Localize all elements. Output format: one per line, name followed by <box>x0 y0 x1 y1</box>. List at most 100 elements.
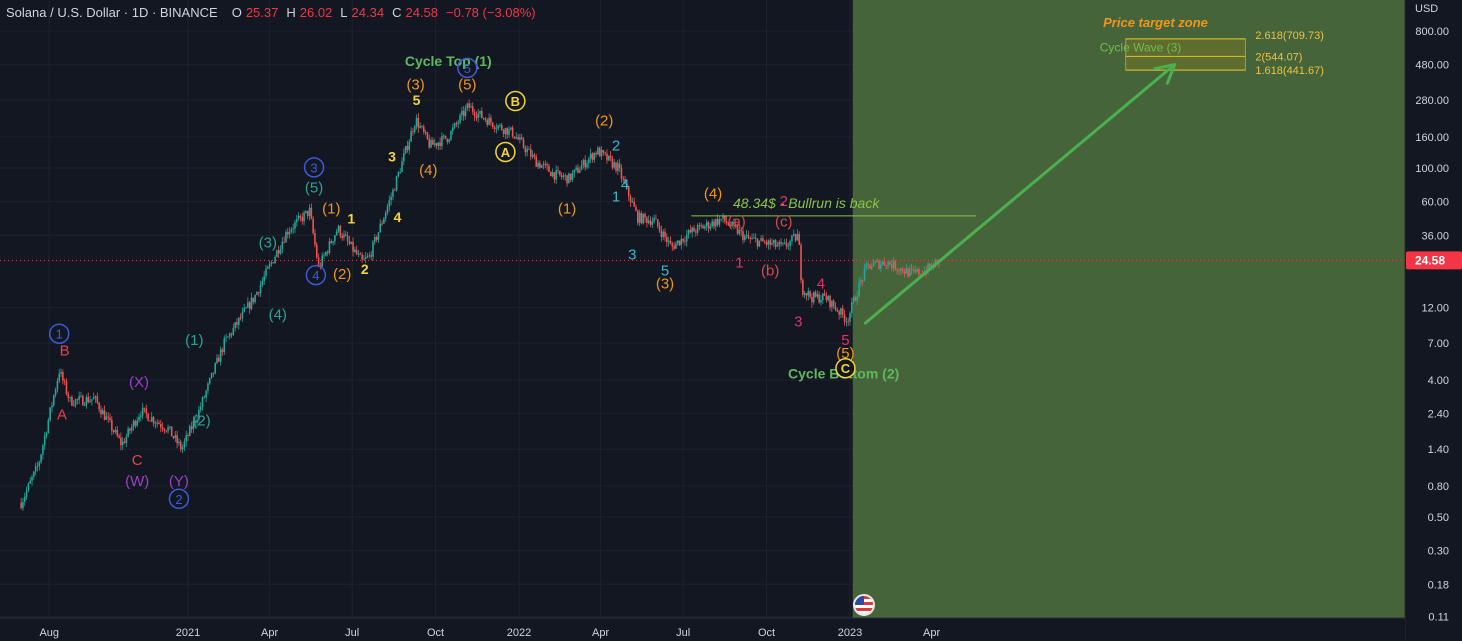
candle-body <box>286 232 289 235</box>
candle-body <box>276 250 278 257</box>
candle-body <box>852 297 855 303</box>
candle-body <box>720 218 723 220</box>
candle-body <box>103 410 106 420</box>
candle-body <box>704 226 706 229</box>
candle-body <box>780 242 782 244</box>
candle-body <box>508 129 510 135</box>
candle-body <box>860 280 862 283</box>
wave-circle <box>457 57 478 79</box>
symbol-title[interactable]: Solana / U.S. Dollar · 1D · BINANCE <box>6 5 218 20</box>
candle-body <box>896 269 898 271</box>
wave-label: 2 <box>175 492 182 507</box>
candle-body <box>653 218 655 222</box>
candle-body <box>134 421 137 426</box>
highlight-region <box>852 0 1405 618</box>
candle-body <box>337 225 340 232</box>
price-tick-label: 36.00 <box>1421 230 1449 242</box>
candle-body <box>330 241 333 244</box>
candle-body <box>787 245 790 247</box>
candle-body <box>60 371 62 374</box>
candle-body <box>481 110 483 119</box>
candle-body <box>125 436 128 443</box>
candle-body <box>731 221 733 227</box>
candle-body <box>655 218 657 220</box>
candle-body <box>778 242 781 246</box>
candle-body <box>179 441 182 450</box>
wave-label: 5 <box>661 263 669 280</box>
candle-body <box>591 153 594 160</box>
candle-body <box>228 333 231 337</box>
candle-body <box>58 373 61 381</box>
candle-body <box>791 235 793 242</box>
candle-body <box>533 154 536 157</box>
candle-body <box>52 395 55 406</box>
candle-body <box>433 143 436 145</box>
candle-body <box>843 314 846 322</box>
candle-body <box>245 307 247 309</box>
candle-body <box>247 302 249 308</box>
candle-body <box>763 241 766 243</box>
candle-body <box>800 244 802 281</box>
candle-body <box>207 383 209 391</box>
candle-body <box>344 234 347 236</box>
time-tick-label: Oct <box>427 627 444 639</box>
candle-body <box>754 237 757 239</box>
candle-body <box>377 232 380 240</box>
candle-body <box>100 409 102 415</box>
candle-body <box>716 219 719 225</box>
candle-body <box>165 430 168 432</box>
change-value: −0.78 (−3.08%) <box>446 5 536 20</box>
wave-label: (5) <box>458 76 476 93</box>
wave-label: (4) <box>419 162 437 179</box>
candle-body <box>161 427 164 430</box>
candle-body <box>150 417 153 422</box>
candle-body <box>181 447 184 450</box>
candle-body <box>580 165 583 171</box>
time-axis <box>0 618 1405 641</box>
candle-body <box>417 117 420 128</box>
wave-label: C <box>132 452 143 469</box>
candle-body <box>381 223 383 225</box>
candle-body <box>321 255 324 267</box>
candle-body <box>38 462 41 467</box>
wave-label: 2 <box>361 261 369 277</box>
wave-label: (3) <box>406 76 424 93</box>
candle-body <box>403 153 405 162</box>
candle-body <box>600 150 603 157</box>
price-tick-label: 0.30 <box>1428 546 1449 558</box>
candle-body <box>305 210 307 213</box>
candle-body <box>684 241 686 242</box>
candle-body <box>412 131 414 133</box>
candle-body <box>34 466 37 472</box>
candle-body <box>306 210 309 216</box>
candle-body <box>248 302 251 309</box>
candle-body <box>259 285 262 294</box>
candle-body <box>689 230 692 233</box>
price-tick-label: 160.00 <box>1415 132 1449 144</box>
candle-body <box>520 137 523 140</box>
candle-body <box>578 170 581 173</box>
candle-body <box>31 476 33 481</box>
candle-body <box>256 292 258 296</box>
candle-body <box>185 435 187 442</box>
candle-body <box>163 429 166 431</box>
candle-body <box>666 237 668 243</box>
high-value: 26.02 <box>299 5 333 20</box>
candle-body <box>76 399 79 401</box>
candle-body <box>740 230 742 231</box>
candle-body <box>624 179 626 184</box>
currency-label[interactable]: USD <box>1415 3 1439 15</box>
candle-body <box>709 226 712 229</box>
candle-body <box>455 123 458 125</box>
time-tick-label: Oct <box>758 627 775 639</box>
wave-label: (3) <box>259 234 277 251</box>
us-flag-icon[interactable] <box>853 594 875 616</box>
candle-body <box>526 149 528 153</box>
candle-body <box>747 235 750 239</box>
candle-body <box>560 174 563 177</box>
wave-circle <box>303 157 325 178</box>
candle-body <box>899 268 902 272</box>
wave-label: 1 <box>56 327 63 342</box>
candle-body <box>881 261 884 265</box>
